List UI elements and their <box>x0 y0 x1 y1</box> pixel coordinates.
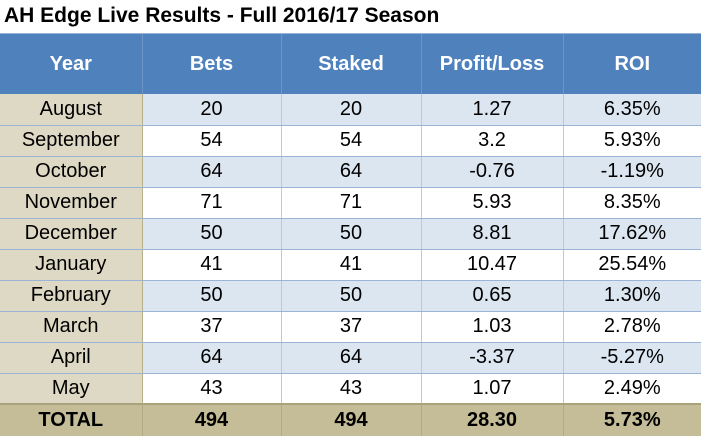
cell-month: April <box>0 342 143 374</box>
cell-roi: 25.54% <box>563 249 701 281</box>
cell-staked: 41 <box>281 249 422 281</box>
column-header-year: Year <box>0 34 143 94</box>
cell-profit-loss: 10.47 <box>421 249 564 281</box>
cell-roi: 17.62% <box>563 218 701 250</box>
cell-bets: 43 <box>142 373 282 405</box>
header-row: Year Bets Staked Profit/Loss ROI <box>0 34 701 94</box>
table-row: October 64 64 -0.76 -1.19% <box>0 156 701 188</box>
cell-roi: 2.78% <box>563 311 701 343</box>
column-header-roi: ROI <box>614 52 651 75</box>
cell-profit-loss: -0.76 <box>421 156 564 188</box>
table-row: November 71 71 5.93 8.35% <box>0 187 701 219</box>
cell-month: November <box>0 187 143 219</box>
total-profit-loss: 28.30 <box>421 403 564 436</box>
cell-roi: 8.35% <box>563 187 701 219</box>
cell-profit-loss: 0.65 <box>421 280 564 312</box>
cell-bets: 50 <box>142 280 282 312</box>
cell-bets: 41 <box>142 249 282 281</box>
column-header-staked: Staked <box>281 34 422 94</box>
cell-roi: 2.49% <box>563 373 701 405</box>
cell-month: August <box>0 94 143 126</box>
cell-profit-loss: 1.27 <box>421 94 564 126</box>
cell-bets: 64 <box>142 156 282 188</box>
cell-month: September <box>0 125 143 157</box>
cell-bets: 50 <box>142 218 282 250</box>
cell-month: October <box>0 156 143 188</box>
cell-bets: 54 <box>142 125 282 157</box>
table-row: December 50 50 8.81 17.62% <box>0 218 701 250</box>
column-header-profit-loss: Profit/Loss <box>421 34 564 94</box>
cell-bets: 37 <box>142 311 282 343</box>
results-table: Year Bets Staked Profit/Loss ROI August … <box>0 34 701 436</box>
cell-month: January <box>0 249 143 281</box>
cell-month: May <box>0 373 143 405</box>
cell-roi: 6.35% <box>563 94 701 126</box>
table-row: September 54 54 3.2 5.93% <box>0 125 701 157</box>
table-row: March 37 37 1.03 2.78% <box>0 311 701 343</box>
table-row: August 20 20 1.27 6.35% <box>0 94 701 126</box>
total-label: TOTAL <box>0 403 143 436</box>
cell-profit-loss: 3.2 <box>421 125 564 157</box>
cell-profit-loss: 5.93 <box>421 187 564 219</box>
cell-profit-loss: 1.07 <box>421 373 564 405</box>
cell-month: December <box>0 218 143 250</box>
cell-staked: 37 <box>281 311 422 343</box>
cell-roi: -1.19% <box>563 156 701 188</box>
cell-staked: 20 <box>281 94 422 126</box>
column-header-bets: Bets <box>142 34 282 94</box>
cell-bets: 64 <box>142 342 282 374</box>
total-row: TOTAL 494 494 28.30 5.73% <box>0 403 701 436</box>
cell-bets: 20 <box>142 94 282 126</box>
table-row: April 64 64 -3.37 -5.27% <box>0 342 701 374</box>
cell-staked: 54 <box>281 125 422 157</box>
cell-roi: 1.30% <box>563 280 701 312</box>
total-roi: 5.73% <box>563 403 701 436</box>
table-row: May 43 43 1.07 2.49% <box>0 373 701 405</box>
cell-month: March <box>0 311 143 343</box>
cell-profit-loss: -3.37 <box>421 342 564 374</box>
cell-staked: 50 <box>281 280 422 312</box>
table-row: February 50 50 0.65 1.30% <box>0 280 701 312</box>
cell-month: February <box>0 280 143 312</box>
total-staked: 494 <box>281 403 422 436</box>
cell-roi: -5.27% <box>563 342 701 374</box>
cell-staked: 64 <box>281 156 422 188</box>
title-bar: AH Edge Live Results - Full 2016/17 Seas… <box>0 0 701 34</box>
cell-roi: 5.93% <box>563 125 701 157</box>
table-row: January 41 41 10.47 25.54% <box>0 249 701 281</box>
total-bets: 494 <box>142 403 282 436</box>
cell-staked: 71 <box>281 187 422 219</box>
page-title: AH Edge Live Results - Full 2016/17 Seas… <box>4 4 440 27</box>
cell-profit-loss: 8.81 <box>421 218 564 250</box>
cell-staked: 43 <box>281 373 422 405</box>
cell-profit-loss: 1.03 <box>421 311 564 343</box>
cell-staked: 64 <box>281 342 422 374</box>
cell-staked: 50 <box>281 218 422 250</box>
cell-bets: 71 <box>142 187 282 219</box>
